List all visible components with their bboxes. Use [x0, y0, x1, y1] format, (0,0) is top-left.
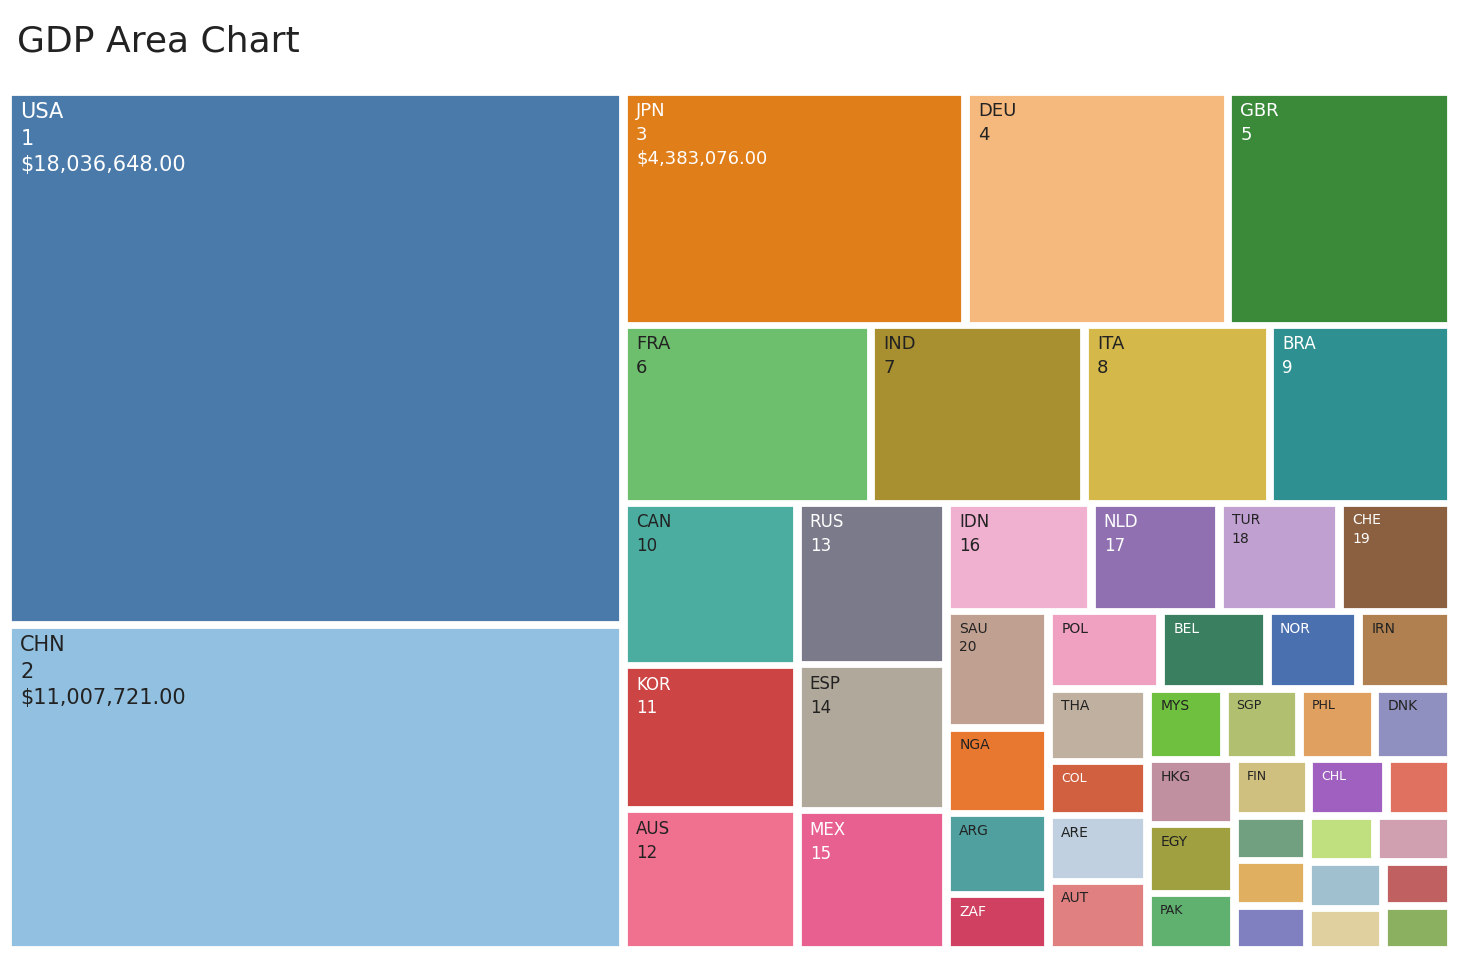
FancyBboxPatch shape	[1236, 908, 1303, 948]
FancyBboxPatch shape	[625, 812, 795, 948]
FancyBboxPatch shape	[1309, 910, 1381, 948]
Text: ESP
14: ESP 14	[809, 675, 841, 716]
FancyBboxPatch shape	[949, 730, 1045, 811]
FancyBboxPatch shape	[1309, 864, 1381, 906]
FancyBboxPatch shape	[625, 327, 868, 500]
FancyBboxPatch shape	[1231, 94, 1448, 323]
FancyBboxPatch shape	[1341, 505, 1448, 609]
Text: BEL: BEL	[1174, 622, 1200, 636]
Text: GBR
5: GBR 5	[1241, 102, 1279, 144]
FancyBboxPatch shape	[1150, 691, 1220, 757]
Text: JPN
3
$4,383,076.00: JPN 3 $4,383,076.00	[636, 102, 767, 168]
FancyBboxPatch shape	[1270, 613, 1356, 686]
FancyBboxPatch shape	[625, 94, 962, 323]
FancyBboxPatch shape	[949, 505, 1088, 609]
FancyBboxPatch shape	[1222, 505, 1337, 609]
Text: CHN
2
$11,007,721.00: CHN 2 $11,007,721.00	[20, 635, 187, 708]
FancyBboxPatch shape	[1236, 817, 1303, 858]
Text: NGA: NGA	[959, 738, 990, 752]
Text: IND
7: IND 7	[884, 335, 916, 377]
FancyBboxPatch shape	[1385, 864, 1448, 903]
FancyBboxPatch shape	[1094, 505, 1216, 609]
Text: TUR
18: TUR 18	[1232, 514, 1260, 546]
Text: HKG: HKG	[1161, 770, 1190, 784]
FancyBboxPatch shape	[1150, 896, 1232, 948]
Text: KOR
11: KOR 11	[636, 676, 671, 717]
Text: MEX
15: MEX 15	[809, 821, 846, 863]
FancyBboxPatch shape	[799, 505, 943, 662]
Text: FIN: FIN	[1247, 770, 1267, 783]
FancyBboxPatch shape	[968, 94, 1225, 323]
FancyBboxPatch shape	[873, 327, 1082, 500]
FancyBboxPatch shape	[1051, 763, 1145, 813]
FancyBboxPatch shape	[1311, 762, 1384, 814]
Text: FRA
6: FRA 6	[636, 335, 671, 377]
FancyBboxPatch shape	[1273, 327, 1448, 500]
Text: DEU
4: DEU 4	[978, 102, 1016, 144]
Text: COL: COL	[1061, 772, 1088, 785]
FancyBboxPatch shape	[1236, 862, 1303, 903]
FancyBboxPatch shape	[1051, 817, 1145, 878]
FancyBboxPatch shape	[949, 816, 1045, 892]
Text: CAN
10: CAN 10	[636, 514, 672, 555]
Text: THA: THA	[1061, 699, 1089, 713]
Text: POL: POL	[1061, 622, 1088, 636]
FancyBboxPatch shape	[1378, 691, 1448, 757]
FancyBboxPatch shape	[1378, 817, 1448, 860]
FancyBboxPatch shape	[1389, 762, 1448, 814]
FancyBboxPatch shape	[1051, 883, 1145, 948]
FancyBboxPatch shape	[1236, 762, 1306, 814]
FancyBboxPatch shape	[1226, 691, 1296, 757]
FancyBboxPatch shape	[799, 666, 943, 808]
FancyBboxPatch shape	[1385, 907, 1448, 948]
Text: CHL: CHL	[1321, 770, 1347, 783]
Text: AUS
12: AUS 12	[636, 820, 671, 862]
FancyBboxPatch shape	[1051, 691, 1145, 760]
Text: ITA
8: ITA 8	[1096, 335, 1124, 377]
FancyBboxPatch shape	[1362, 613, 1448, 686]
FancyBboxPatch shape	[10, 627, 620, 948]
FancyBboxPatch shape	[1163, 613, 1264, 686]
FancyBboxPatch shape	[1302, 691, 1372, 757]
Text: EGY: EGY	[1161, 835, 1187, 848]
Text: ARG: ARG	[959, 824, 989, 838]
FancyBboxPatch shape	[949, 613, 1045, 725]
FancyBboxPatch shape	[625, 667, 795, 807]
Text: DNK: DNK	[1388, 699, 1417, 713]
Text: ARE: ARE	[1061, 826, 1089, 840]
Text: PAK: PAK	[1161, 904, 1184, 917]
FancyBboxPatch shape	[1051, 613, 1158, 686]
Text: BRA
9: BRA 9	[1283, 335, 1317, 377]
Text: IRN: IRN	[1371, 622, 1395, 636]
Text: USA
1
$18,036,648.00: USA 1 $18,036,648.00	[20, 102, 187, 175]
Text: NLD
17: NLD 17	[1104, 514, 1139, 555]
Text: IDN
16: IDN 16	[959, 514, 990, 555]
FancyBboxPatch shape	[1150, 762, 1232, 821]
Text: GDP Area Chart: GDP Area Chart	[17, 24, 300, 58]
Text: CHE
19: CHE 19	[1352, 514, 1381, 546]
FancyBboxPatch shape	[799, 813, 943, 948]
Text: SAU
20: SAU 20	[959, 622, 989, 655]
FancyBboxPatch shape	[1309, 817, 1372, 860]
FancyBboxPatch shape	[1086, 327, 1267, 500]
FancyBboxPatch shape	[1150, 826, 1232, 891]
Text: ZAF: ZAF	[959, 904, 986, 919]
Text: AUT: AUT	[1061, 892, 1089, 905]
Text: NOR: NOR	[1280, 622, 1311, 636]
Text: RUS
13: RUS 13	[809, 514, 844, 555]
FancyBboxPatch shape	[625, 505, 795, 663]
FancyBboxPatch shape	[10, 94, 620, 622]
Text: SGP: SGP	[1236, 699, 1261, 712]
FancyBboxPatch shape	[949, 896, 1045, 948]
Text: PHL: PHL	[1312, 699, 1336, 712]
Text: MYS: MYS	[1161, 699, 1190, 713]
